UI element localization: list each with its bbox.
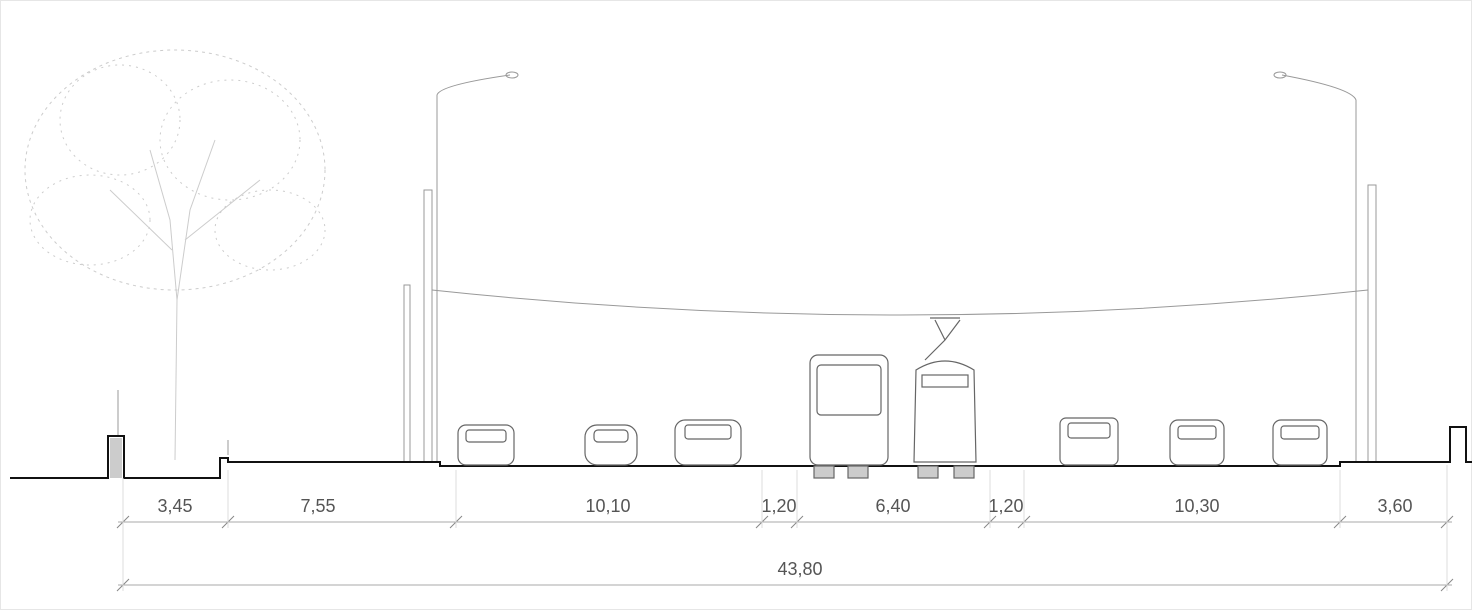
curb (110, 438, 122, 478)
dimension-label: 10,10 (585, 496, 630, 516)
dimension-label: 1,20 (761, 496, 796, 516)
dimension-lines (116, 465, 1454, 592)
dimension-label: 3,45 (157, 496, 192, 516)
vehicles (457, 317, 1328, 479)
dimension-label: 6,40 (875, 496, 910, 516)
dimension-label: 1,20 (988, 496, 1023, 516)
dimension-label: 3,60 (1377, 496, 1412, 516)
dimension-label: 7,55 (300, 496, 335, 516)
ground-line (10, 426, 1472, 479)
dimension-label: 10,30 (1174, 496, 1219, 516)
tree (24, 49, 326, 461)
total-width-label: 43,80 (777, 559, 822, 579)
